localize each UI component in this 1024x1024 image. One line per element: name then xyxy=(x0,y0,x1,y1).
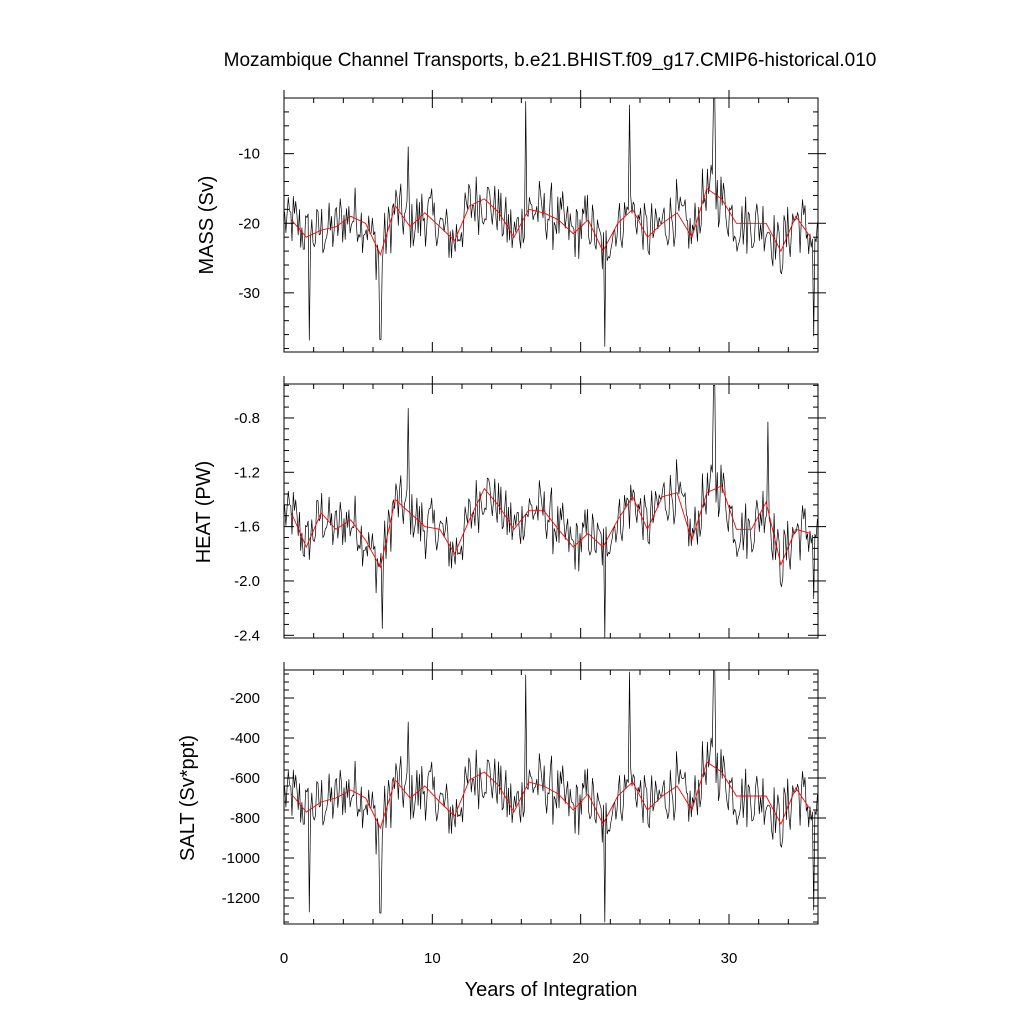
panel-salt-annual-series xyxy=(291,761,811,830)
panel-heat-plot-area: -0.8 -1.2 -1.6 -2.0 -2.4 xyxy=(234,376,826,644)
panel-mass: -10 -20 -30 MASS (Sv) xyxy=(196,90,826,353)
panel-salt-ytick-label: -1000 xyxy=(222,850,260,867)
panel-salt-ytick-label: -600 xyxy=(230,770,260,787)
x-tick-label: 30 xyxy=(721,950,738,967)
panel-mass-ytick-label: -20 xyxy=(238,215,260,232)
x-tick-label: 10 xyxy=(424,950,441,967)
panel-heat: -0.8 -1.2 -1.6 -2.0 -2.4 HEAT (PW) xyxy=(193,376,826,644)
panel-mass-monthly-series xyxy=(284,97,818,347)
x-tick-label: 0 xyxy=(280,950,288,967)
panel-salt-plot-area: -200 -400 -600 -800 -1000 -1200 xyxy=(222,662,826,925)
panel-heat-ytick-label: -1.2 xyxy=(234,464,260,481)
panel-mass-plot-area: -10 -20 -30 xyxy=(238,90,826,353)
panel-salt-ytick-label: -800 xyxy=(230,810,260,827)
panel-heat-frame xyxy=(283,383,819,639)
panel-heat-ylabel: HEAT (PW) xyxy=(193,461,215,564)
panel-mass-annual-series xyxy=(291,187,811,256)
panel-heat-ytick-label: -2.4 xyxy=(234,627,260,644)
panel-salt: -200 -400 -600 -800 -1000 -1200 SALT (Sv*ppt) xyxy=(177,662,826,925)
panel-salt-monthly-series xyxy=(284,669,818,923)
panel-heat-ytick-label: -2.0 xyxy=(234,573,260,590)
panel-salt-ylabel: SALT (Sv*ppt) xyxy=(177,735,199,861)
panel-heat-ytick-label: -1.6 xyxy=(234,519,260,536)
chart-title: Mozambique Channel Transports, b.e21.BHI… xyxy=(224,50,877,71)
x-tick-label: 20 xyxy=(572,950,589,967)
x-axis: 0 10 20 30 xyxy=(280,950,738,967)
panel-mass-ylabel: MASS (Sv) xyxy=(196,176,218,275)
panel-heat-ytick-label: -0.8 xyxy=(234,410,260,427)
panel-mass-frame xyxy=(283,97,819,353)
panel-mass-ytick-label: -10 xyxy=(238,146,260,163)
panel-heat-annual-series xyxy=(290,485,811,569)
panel-salt-ytick-label: -1200 xyxy=(222,890,260,907)
panel-salt-ytick-label: -200 xyxy=(230,690,260,707)
panel-heat-monthly-series xyxy=(284,385,818,639)
panel-mass-ytick-label: -30 xyxy=(238,285,260,302)
x-axis-label: Years of Integration xyxy=(465,979,638,1001)
panel-salt-ytick-label: -400 xyxy=(230,730,260,747)
